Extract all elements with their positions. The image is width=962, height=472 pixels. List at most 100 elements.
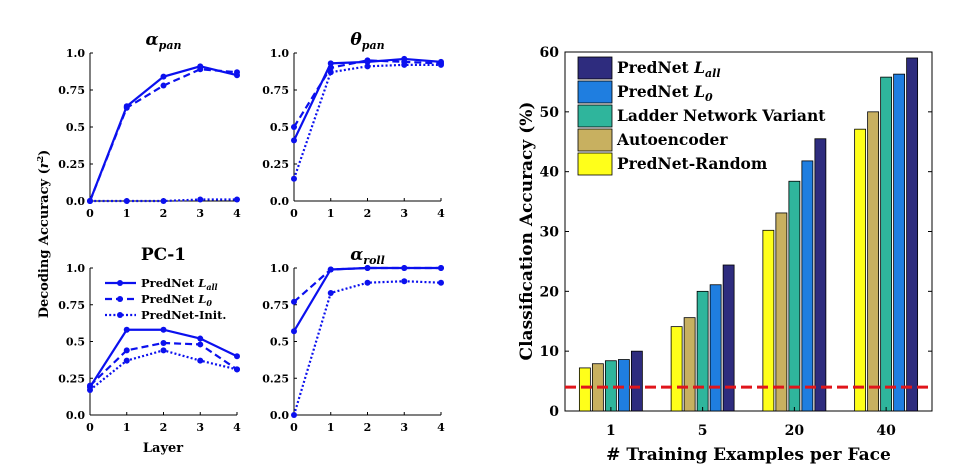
panel-2: 0.0 0.25 0.5 0.75 1.0 0 1 2 3 4 θpan bbox=[262, 30, 445, 220]
panel-title: PC-1 bbox=[141, 245, 186, 265]
x-tick-label: 1 bbox=[327, 207, 335, 220]
data-point bbox=[197, 335, 204, 342]
bar bbox=[762, 229, 775, 412]
data-point bbox=[87, 387, 93, 394]
x-tick-label: 4 bbox=[437, 421, 445, 434]
x-axis-label: Layer bbox=[143, 441, 183, 456]
data-point bbox=[160, 82, 167, 89]
y-tick-label: 0.75 bbox=[58, 299, 85, 312]
bar bbox=[801, 160, 814, 412]
data-point bbox=[291, 298, 297, 305]
y-tick-label: 0.5 bbox=[66, 121, 85, 134]
legend-swatch bbox=[577, 104, 613, 128]
y-tick-label: 20 bbox=[540, 284, 560, 300]
y-tick-label: 0.75 bbox=[262, 299, 289, 312]
y-tick-label: 0.25 bbox=[58, 372, 85, 385]
series-line bbox=[89, 349, 238, 391]
bar bbox=[814, 138, 827, 412]
y-tick-label: 0.5 bbox=[66, 336, 85, 349]
y-tick-label: 40 bbox=[540, 165, 560, 181]
x-tick-label: 4 bbox=[233, 207, 241, 220]
data-point bbox=[291, 124, 297, 130]
panel-title: αroll bbox=[350, 245, 385, 267]
x-tick-label: 4 bbox=[233, 421, 241, 434]
y-tick-label: 30 bbox=[540, 225, 560, 241]
series-line bbox=[293, 266, 441, 332]
data-point bbox=[234, 69, 240, 76]
legend-label: PredNet Lall bbox=[141, 276, 218, 292]
data-point bbox=[327, 60, 334, 67]
panel-title: αpan bbox=[146, 30, 182, 52]
bar bbox=[788, 180, 801, 412]
data-point bbox=[327, 289, 334, 296]
series-line bbox=[88, 68, 238, 202]
x-tick-label: 2 bbox=[160, 421, 168, 434]
data-point bbox=[364, 279, 371, 286]
y-tick-label: 0.0 bbox=[270, 409, 289, 422]
bar bbox=[630, 350, 643, 412]
panel-1: 0.0 0.25 0.5 0.75 1.0 0 1 2 3 4 αpan bbox=[58, 30, 241, 220]
x-tick-label: 20 bbox=[785, 423, 805, 439]
data-point bbox=[364, 63, 371, 70]
x-tick-label: 3 bbox=[196, 207, 204, 220]
bar bbox=[696, 290, 709, 412]
y-tick-label: 10 bbox=[540, 344, 560, 360]
x-tick-label: 2 bbox=[364, 421, 372, 434]
data-point bbox=[327, 64, 334, 71]
x-tick-label: 4 bbox=[437, 207, 445, 220]
x-tick-label: 40 bbox=[876, 423, 896, 439]
y-tick-label: 0.0 bbox=[270, 195, 289, 208]
y-axis-label: Decoding Accuracy (r2) bbox=[35, 150, 52, 319]
data-point bbox=[234, 353, 240, 360]
series-line bbox=[293, 266, 441, 303]
x-tick-label: 2 bbox=[160, 207, 168, 220]
y-tick-label: 0 bbox=[549, 404, 559, 420]
data-point bbox=[123, 357, 130, 364]
bar bbox=[683, 317, 696, 412]
y-tick-label: 0.75 bbox=[262, 84, 289, 97]
legend-swatch bbox=[577, 56, 613, 80]
y-tick-label: 0.25 bbox=[262, 372, 289, 385]
x-tick-label: 0 bbox=[86, 421, 94, 434]
series-line bbox=[292, 280, 442, 416]
data-point bbox=[197, 196, 204, 203]
data-point bbox=[438, 265, 444, 271]
bar bbox=[578, 367, 591, 412]
data-point bbox=[401, 278, 408, 285]
data-point bbox=[438, 279, 444, 286]
series-line bbox=[89, 328, 238, 388]
series-line bbox=[292, 63, 441, 180]
x-tick-label: 1 bbox=[123, 421, 131, 434]
y-tick-label: 0.25 bbox=[58, 158, 85, 171]
data-point bbox=[438, 61, 444, 68]
series-line bbox=[90, 198, 237, 203]
y-tick-label: 1.0 bbox=[270, 47, 289, 60]
data-point bbox=[123, 104, 130, 111]
legend-marker bbox=[117, 312, 123, 318]
y-tick-label: 0.5 bbox=[270, 121, 289, 134]
legend-swatch bbox=[577, 152, 613, 176]
data-point bbox=[197, 66, 204, 73]
data-point bbox=[327, 266, 334, 273]
x-tick-label: 5 bbox=[698, 423, 708, 439]
series-line bbox=[293, 59, 442, 128]
bar bbox=[775, 212, 788, 412]
x-tick-label: 2 bbox=[364, 207, 372, 220]
y-tick-label: 0.0 bbox=[66, 409, 85, 422]
bar bbox=[893, 73, 906, 412]
data-point bbox=[364, 265, 371, 271]
bar bbox=[906, 57, 919, 412]
legend-label: Autoencoder bbox=[616, 130, 728, 149]
data-point bbox=[197, 357, 204, 364]
bar bbox=[880, 76, 893, 412]
x-tick-label: 3 bbox=[400, 207, 408, 220]
legend-label: PredNet Lall bbox=[617, 58, 721, 80]
x-tick-label: 1 bbox=[327, 421, 335, 434]
bar bbox=[867, 111, 880, 412]
data-point bbox=[291, 175, 297, 182]
data-point bbox=[123, 347, 130, 354]
